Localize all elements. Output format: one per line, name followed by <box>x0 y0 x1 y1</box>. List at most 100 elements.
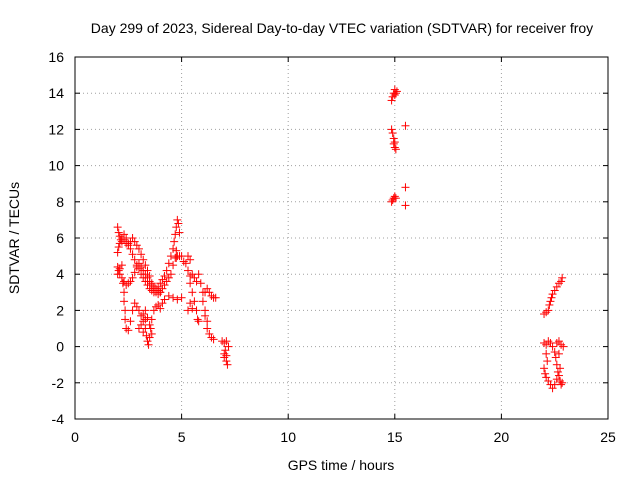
data-point <box>113 262 122 271</box>
y-tick-label: 14 <box>48 85 64 101</box>
data-point <box>130 268 139 277</box>
data-point <box>192 306 201 315</box>
data-point <box>169 261 178 270</box>
data-point <box>543 357 552 366</box>
data-point <box>143 313 152 322</box>
x-tick-label: 10 <box>280 429 296 445</box>
data-point <box>164 273 173 282</box>
data-point <box>205 288 214 297</box>
data-point <box>544 376 553 385</box>
data-point <box>139 310 148 319</box>
data-point <box>551 353 560 362</box>
x-axis-label: GPS time / hours <box>288 457 395 473</box>
data-point <box>552 375 561 384</box>
y-tick-label: 2 <box>56 302 64 318</box>
data-point <box>186 255 195 264</box>
data-point <box>122 324 131 333</box>
data-point <box>387 197 396 206</box>
data-point <box>211 293 220 302</box>
data-point <box>171 230 180 239</box>
data-point <box>389 139 398 148</box>
data-point <box>201 311 210 320</box>
data-point <box>540 338 549 347</box>
data-point <box>556 376 565 385</box>
data-point <box>194 270 203 279</box>
data-point <box>552 360 561 369</box>
y-tick-label: 10 <box>48 158 64 174</box>
data-point <box>198 297 207 306</box>
data-point <box>169 244 178 253</box>
data-point <box>177 293 186 302</box>
data-point <box>174 219 183 228</box>
data-point <box>172 253 181 262</box>
data-point <box>544 337 553 346</box>
data-point <box>124 239 133 248</box>
data-point <box>546 297 555 306</box>
data-point <box>139 317 148 326</box>
y-tick-label: -2 <box>52 375 65 391</box>
data-point <box>181 259 190 268</box>
data-point <box>558 378 567 387</box>
data-point <box>223 360 232 369</box>
y-tick-label: 16 <box>48 49 64 65</box>
data-point <box>145 320 154 329</box>
data-point <box>124 326 133 335</box>
data-point <box>128 250 137 259</box>
data-point <box>192 277 201 286</box>
data-point <box>134 244 143 253</box>
data-point <box>149 306 158 315</box>
data-point <box>391 194 400 203</box>
data-point <box>557 340 566 349</box>
data-point <box>141 261 150 270</box>
data-point <box>141 306 150 315</box>
data-point <box>158 275 167 284</box>
data-point <box>553 367 562 376</box>
data-point <box>188 304 197 313</box>
x-tick-label: 5 <box>178 429 186 445</box>
data-point <box>152 284 161 293</box>
data-point <box>134 324 143 333</box>
data-point <box>137 320 146 329</box>
data-point <box>162 277 171 286</box>
data-point <box>115 264 124 273</box>
data-point <box>121 306 130 315</box>
data-point <box>224 342 233 351</box>
data-point <box>145 277 154 286</box>
data-point <box>122 234 131 242</box>
data-point <box>205 329 214 338</box>
data-point <box>126 317 135 326</box>
data-point <box>175 228 184 237</box>
data-point <box>188 288 197 297</box>
data-point <box>170 237 179 246</box>
data-point <box>388 92 397 101</box>
data-point <box>120 288 129 297</box>
data-point <box>541 369 550 378</box>
data-point <box>145 333 154 342</box>
y-tick-label: 4 <box>56 266 64 282</box>
data-point <box>164 291 173 300</box>
data-point <box>388 195 397 204</box>
data-point <box>540 364 549 373</box>
data-point <box>401 183 410 192</box>
data-point <box>142 331 151 340</box>
data-point <box>554 279 563 288</box>
data-point <box>126 244 135 253</box>
data-point <box>173 215 182 224</box>
data-point <box>132 241 141 250</box>
data-point <box>203 324 212 333</box>
data-point <box>392 87 401 96</box>
data-point <box>391 89 400 98</box>
data-point <box>156 288 165 297</box>
data-point <box>186 272 195 281</box>
data-point <box>207 291 216 300</box>
data-point <box>557 277 566 286</box>
grid <box>75 57 608 419</box>
data-point <box>137 250 146 259</box>
data-point <box>160 295 169 304</box>
data-point <box>542 373 551 382</box>
data-point <box>114 243 123 252</box>
data-point <box>149 282 158 291</box>
data-point <box>222 337 231 346</box>
data-point <box>118 279 127 288</box>
data-point <box>548 342 557 351</box>
